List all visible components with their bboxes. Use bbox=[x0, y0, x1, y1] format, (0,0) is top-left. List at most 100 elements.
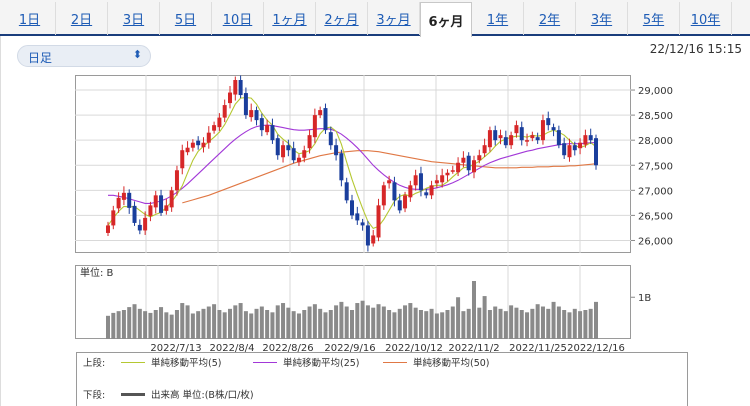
candle-body-18 bbox=[201, 142, 206, 148]
tab-5[interactable]: 1ヶ月 bbox=[264, 2, 316, 35]
volume-bar-7 bbox=[143, 311, 148, 339]
candle-body-25 bbox=[238, 80, 243, 96]
candle-body-42 bbox=[328, 132, 333, 146]
volume-bar-63 bbox=[440, 312, 445, 339]
volume-bar-22 bbox=[222, 312, 227, 339]
candle-body-88 bbox=[572, 145, 577, 151]
legend-volume-label: 出来高 単位:(B株/口/枚) bbox=[151, 390, 254, 401]
ma50-swatch bbox=[383, 361, 407, 363]
volume-bar-50 bbox=[371, 307, 376, 339]
legend-lower-row: 下段: bbox=[83, 387, 105, 401]
candle-body-27 bbox=[249, 110, 254, 118]
ma25-swatch bbox=[253, 361, 277, 363]
candle-body-66 bbox=[456, 162, 461, 173]
legend-upper-label: 上段: bbox=[83, 358, 106, 369]
candle-body-62 bbox=[434, 180, 439, 184]
legend-ma50-label: 単純移動平均(50) bbox=[413, 358, 490, 369]
volume-bar-51 bbox=[376, 304, 381, 339]
tab-8[interactable]: 6ヶ月 bbox=[420, 2, 472, 37]
candle-body-77 bbox=[514, 125, 519, 134]
candle-body-32 bbox=[275, 138, 280, 156]
legend-ma5-label: 単純移動平均(5) bbox=[151, 358, 222, 369]
volume-bar-19 bbox=[206, 306, 211, 339]
candle-body-15 bbox=[185, 147, 190, 153]
volume-bar-13 bbox=[174, 310, 179, 339]
tab-1[interactable]: 2日 bbox=[56, 2, 108, 35]
candle-body-72 bbox=[487, 130, 492, 148]
candle-body-51 bbox=[376, 205, 381, 238]
volume-bar-55 bbox=[397, 308, 402, 339]
tab-9[interactable]: 1年 bbox=[472, 2, 524, 35]
volume-bar-28 bbox=[254, 308, 259, 339]
candle-body-53 bbox=[387, 180, 392, 184]
volume-bar-29 bbox=[259, 306, 264, 339]
candle-body-31 bbox=[270, 125, 275, 141]
volume-bar-61 bbox=[429, 308, 434, 339]
candle-body-89 bbox=[578, 142, 583, 149]
volume-unit-label: 単位: B bbox=[80, 266, 114, 279]
volume-bar-5 bbox=[132, 304, 137, 339]
tab-6[interactable]: 2ヶ月 bbox=[316, 2, 368, 35]
period-tabs: 1日 2日 3日 5日 10日 1ヶ月 2ヶ月 3ヶ月 6ヶ月 1年 2年 3年 5年 10年 bbox=[0, 0, 750, 37]
candle-body-90 bbox=[583, 135, 588, 145]
tab-7[interactable]: 3ヶ月 bbox=[368, 2, 420, 35]
volume-bar-9 bbox=[153, 310, 158, 339]
candle-body-87 bbox=[567, 145, 572, 158]
x-axis-label-7: 2022/12/16 bbox=[567, 343, 625, 352]
candle-body-22 bbox=[222, 105, 227, 118]
candle-body-34 bbox=[286, 145, 291, 151]
candle-body-80 bbox=[530, 135, 535, 139]
volume-bar-47 bbox=[355, 303, 360, 339]
candle-body-64 bbox=[445, 172, 450, 176]
tab-13[interactable]: 10年 bbox=[680, 2, 732, 35]
candle-body-63 bbox=[440, 175, 445, 183]
candle-body-17 bbox=[196, 140, 201, 146]
tab-0[interactable]: 1日 bbox=[4, 2, 56, 35]
candle-body-41 bbox=[323, 108, 328, 131]
tab-10[interactable]: 2年 bbox=[524, 2, 576, 35]
candle-body-56 bbox=[403, 195, 408, 209]
period-select[interactable]: 日足 ⬍ bbox=[17, 45, 151, 67]
volume-bar-81 bbox=[535, 304, 540, 339]
tab-11[interactable]: 3年 bbox=[576, 2, 628, 35]
update-timestamp: 22/12/16 15:15 bbox=[649, 42, 742, 56]
volume-bar-70 bbox=[477, 307, 482, 339]
volume-bar-80 bbox=[530, 308, 535, 339]
price-chart-panel bbox=[75, 75, 631, 253]
tab-2[interactable]: 3日 bbox=[108, 2, 160, 35]
candle-body-68 bbox=[466, 155, 471, 171]
candle-body-19 bbox=[206, 132, 211, 143]
tab-4[interactable]: 10日 bbox=[212, 2, 264, 35]
legend-ma5: 単純移動平均(5) bbox=[121, 355, 221, 369]
volume-bar-25 bbox=[238, 303, 243, 339]
volume-bar-21 bbox=[217, 310, 222, 339]
candle-body-60 bbox=[424, 192, 429, 196]
volume-bar-74 bbox=[498, 308, 503, 339]
volume-bar-18 bbox=[201, 308, 206, 339]
tab-3[interactable]: 5日 bbox=[160, 2, 212, 35]
x-axis-label-0: 2022/7/13 bbox=[150, 343, 201, 352]
volume-bar-88 bbox=[572, 308, 577, 339]
ma50-line bbox=[182, 150, 597, 204]
volume-bar-3 bbox=[121, 310, 126, 339]
candle-body-8 bbox=[148, 205, 153, 216]
tab-12[interactable]: 5年 bbox=[628, 2, 680, 35]
volume-tick-label: 1B bbox=[638, 293, 651, 304]
candle-body-44 bbox=[339, 153, 344, 181]
candle-body-59 bbox=[418, 173, 423, 191]
candle-body-47 bbox=[355, 213, 360, 221]
candle-body-40 bbox=[318, 110, 323, 116]
volume-bar-62 bbox=[434, 313, 439, 339]
volume-bar-38 bbox=[307, 306, 312, 339]
volume-bar-71 bbox=[482, 296, 487, 339]
candle-body-78 bbox=[519, 127, 524, 141]
volume-bar-23 bbox=[228, 308, 232, 339]
volume-bar-72 bbox=[487, 310, 492, 339]
x-axis-label-2: 2022/8/26 bbox=[262, 343, 313, 352]
volume-bar-41 bbox=[323, 312, 328, 339]
price-tick-label-1: 28,500 bbox=[638, 111, 673, 122]
volume-bar-39 bbox=[312, 304, 317, 339]
candle-body-11 bbox=[164, 205, 169, 211]
volume-bar-30 bbox=[265, 310, 270, 339]
legend-ma25-label: 単純移動平均(25) bbox=[283, 358, 360, 369]
